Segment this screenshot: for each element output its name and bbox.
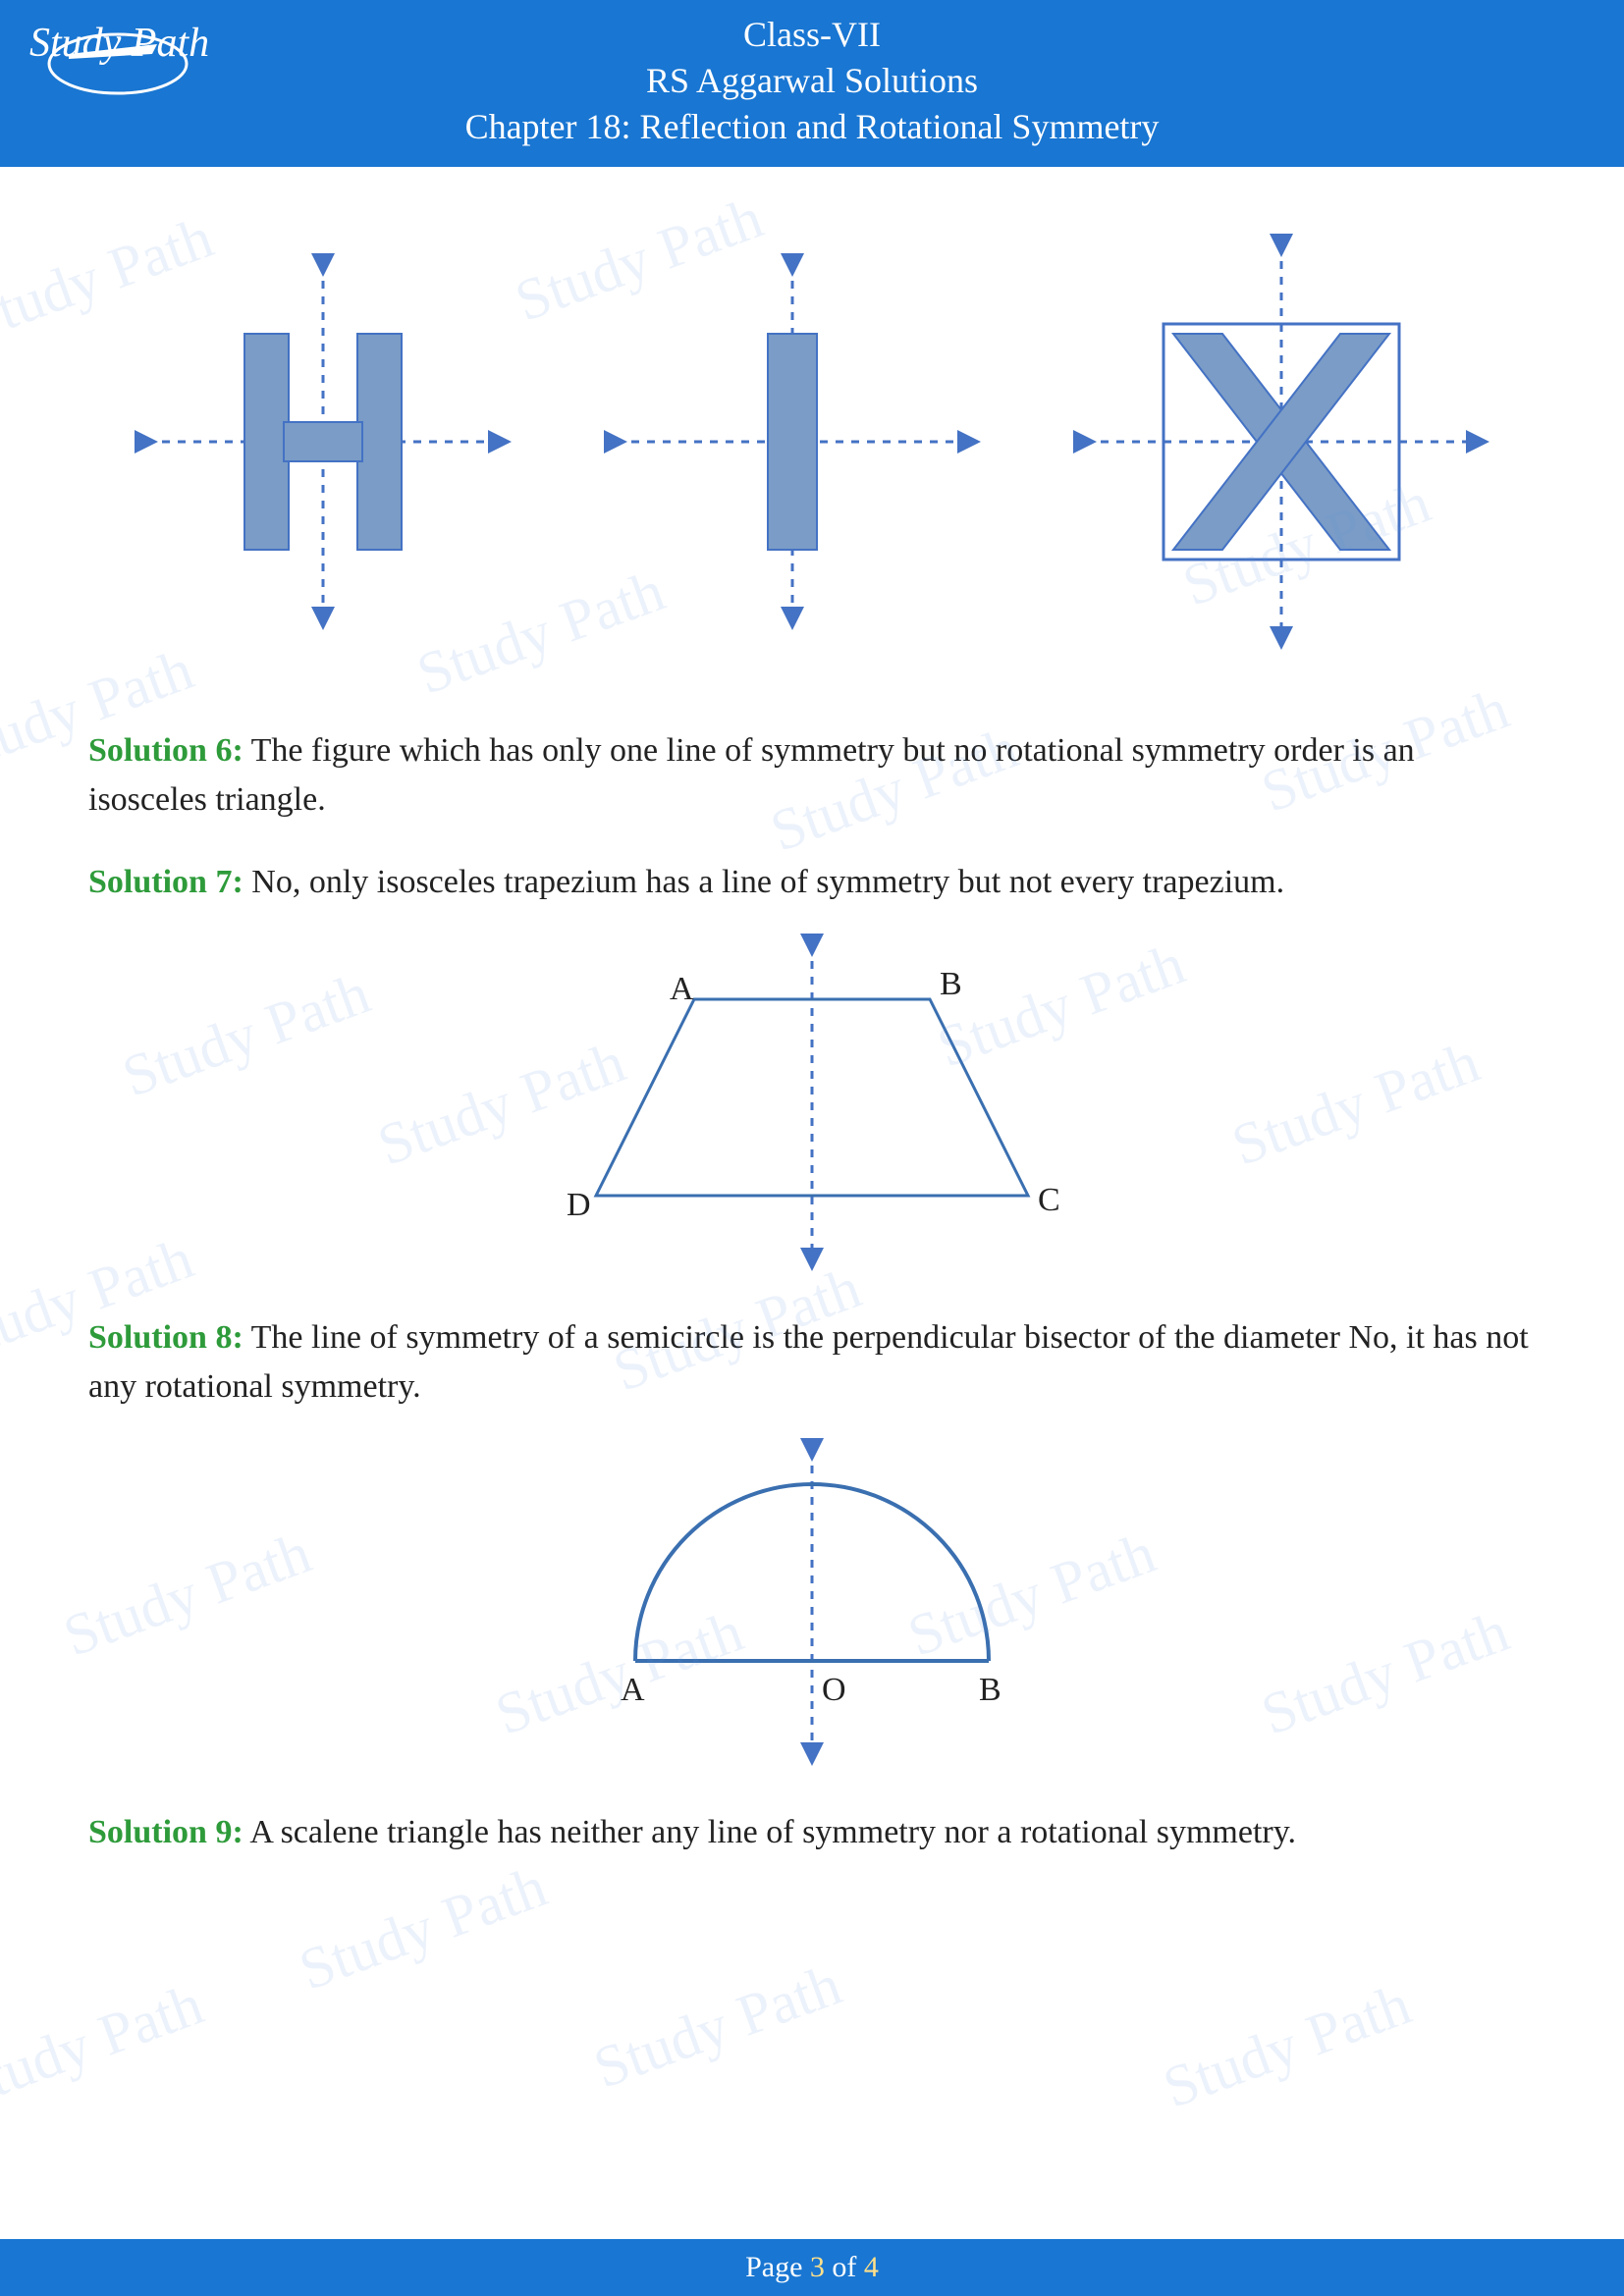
- logo-text: Study Path: [29, 20, 209, 67]
- letters-figure-row: [88, 236, 1536, 648]
- footer-middle: of: [825, 2251, 864, 2283]
- trap-label-a: A: [670, 971, 694, 1007]
- solution-6-text: The figure which has only one line of sy…: [88, 732, 1415, 817]
- solution-7-label: Solution 7:: [88, 864, 244, 900]
- solution-6-label: Solution 6:: [88, 732, 244, 769]
- content-area: Study Path Study Path Study Path Study P…: [0, 167, 1624, 1856]
- watermark: Study Path: [585, 1951, 850, 2103]
- semi-label-a: A: [621, 1672, 645, 1708]
- watermark: Study Path: [291, 1853, 556, 2004]
- trap-label-c: C: [1038, 1182, 1060, 1218]
- header-bar: Study Path Class-VII RS Aggarwal Solutio…: [0, 0, 1624, 167]
- solution-8-text: The line of symmetry of a semicircle is …: [88, 1319, 1529, 1404]
- semi-label-o: O: [822, 1672, 846, 1708]
- footer-current-page: 3: [810, 2251, 825, 2283]
- header-line-2: RS Aggarwal Solutions: [0, 58, 1624, 104]
- header-line-1: Class-VII: [0, 12, 1624, 58]
- solution-7: Solution 7: No, only isosceles trapezium…: [88, 858, 1536, 906]
- trap-label-b: B: [940, 966, 962, 1002]
- footer-total-pages: 4: [864, 2251, 879, 2283]
- header-line-3: Chapter 18: Reflection and Rotational Sy…: [0, 104, 1624, 150]
- watermark: Study Path: [1155, 1971, 1420, 2122]
- semicircle-figure: A O B: [88, 1445, 1536, 1774]
- watermark: Study Path: [0, 1971, 212, 2122]
- solution-7-text: No, only isosceles trapezium has a line …: [244, 864, 1284, 900]
- solution-6: Solution 6: The figure which has only on…: [88, 726, 1536, 824]
- letter-i-figure: [606, 255, 979, 628]
- solution-8-label: Solution 8:: [88, 1319, 244, 1356]
- trapezium-figure: A B C D: [88, 940, 1536, 1279]
- solution-9-label: Solution 9:: [88, 1814, 244, 1850]
- letter-h-figure: [136, 255, 510, 628]
- solution-8: Solution 8: The line of symmetry of a se…: [88, 1313, 1536, 1411]
- solution-9: Solution 9: A scalene triangle has neith…: [88, 1808, 1536, 1856]
- letter-x-figure: [1075, 236, 1488, 648]
- semi-label-b: B: [979, 1672, 1001, 1708]
- footer-bar: Page 3 of 4: [0, 2239, 1624, 2296]
- footer-prefix: Page: [745, 2251, 810, 2283]
- trap-label-d: D: [567, 1187, 591, 1223]
- solution-9-text: A scalene triangle has neither any line …: [244, 1814, 1296, 1850]
